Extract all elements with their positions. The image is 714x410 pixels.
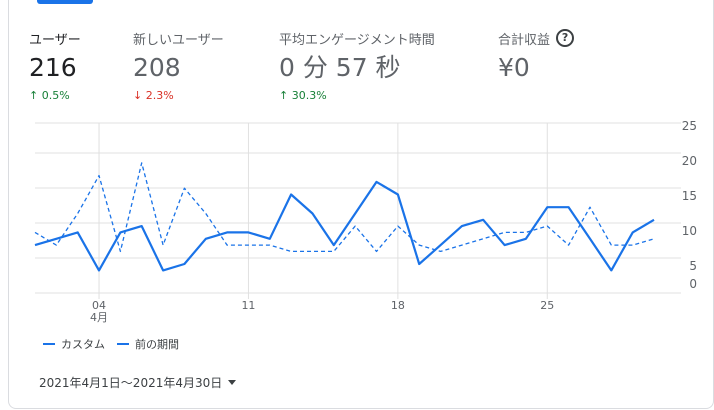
legend-item-current: カスタム xyxy=(43,336,105,352)
x-tick-label: 11 xyxy=(241,299,255,312)
metric-revenue-value: ¥0 xyxy=(498,53,530,82)
metric-users[interactable]: ユーザー 216 ↑ 0.5% xyxy=(29,28,81,103)
metric-users-delta-value: 0.5% xyxy=(41,89,70,102)
legend-label-previous: 前の期間 xyxy=(135,338,179,351)
date-range-label: 2021年4月1日～2021年4月30日 xyxy=(39,376,223,390)
metric-users-value: 216 xyxy=(29,53,77,82)
metric-new-users-value: 208 xyxy=(133,53,181,82)
y-tick-label: 10 xyxy=(682,224,697,238)
series-line-current xyxy=(34,180,655,272)
metric-revenue[interactable]: 合計収益 ? ¥0 xyxy=(498,28,575,83)
legend-swatch-solid xyxy=(43,343,55,345)
legend-swatch-dashed xyxy=(117,343,129,345)
legend-label-current: カスタム xyxy=(61,338,105,351)
metric-engagement-time-label: 平均エンゲージメント時間 xyxy=(279,32,435,48)
metric-users-label: ユーザー xyxy=(29,32,81,48)
arrow-down-icon: ↓ xyxy=(133,89,143,102)
caret-down-icon xyxy=(228,380,237,385)
help-circle-icon[interactable]: ? xyxy=(556,29,575,47)
y-tick-label: 0 xyxy=(689,277,697,291)
metric-new-users[interactable]: 新しいユーザー 208 ↓ 2.3% xyxy=(133,28,224,103)
y-tick-label: 15 xyxy=(682,189,697,203)
arrow-up-icon: ↑ xyxy=(279,89,289,102)
metric-users-delta: ↑ 0.5% xyxy=(29,89,81,103)
x-tick-label: 25 xyxy=(540,299,554,312)
legend-item-previous: 前の期間 xyxy=(117,336,179,352)
series-line-previous xyxy=(34,162,655,253)
metric-revenue-label: 合計収益 xyxy=(498,32,551,48)
y-tick-label: 5 xyxy=(689,259,697,273)
metric-revenue-label-row: 合計収益 ? xyxy=(498,28,575,48)
metric-new-users-delta-value: 2.3% xyxy=(145,89,174,102)
metric-engagement-time-value: 0 分 57 秒 xyxy=(279,53,401,82)
date-range-selector[interactable]: 2021年4月1日～2021年4月30日 xyxy=(39,374,237,391)
metric-engagement-time-delta-value: 30.3% xyxy=(291,89,327,102)
metric-new-users-label: 新しいユーザー xyxy=(133,32,224,48)
x-tick-sublabel: 4月 xyxy=(90,311,108,324)
arrow-up-icon: ↑ xyxy=(29,89,39,102)
metric-engagement-time-delta: ↑ 30.3% xyxy=(279,89,435,103)
y-tick-label: 20 xyxy=(682,154,697,168)
metric-engagement-time[interactable]: 平均エンゲージメント時間 0 分 57 秒 ↑ 30.3% xyxy=(279,28,435,103)
x-tick-label: 18 xyxy=(391,299,405,312)
chart-series xyxy=(34,162,655,272)
active-tab-indicator xyxy=(37,0,93,4)
metric-new-users-delta: ↓ 2.3% xyxy=(133,89,224,103)
chart-legend: カスタム 前の期間 xyxy=(43,336,191,352)
x-tick-label: 04 xyxy=(92,299,106,312)
overview-card: ユーザー 216 ↑ 0.5% 新しいユーザー 208 ↓ 2.3% 平均エンゲ… xyxy=(8,0,714,409)
chart-grid xyxy=(35,122,681,299)
y-tick-label: 25 xyxy=(682,119,697,133)
y-axis-ticks: 0 5 10 15 20 25 xyxy=(682,119,697,291)
